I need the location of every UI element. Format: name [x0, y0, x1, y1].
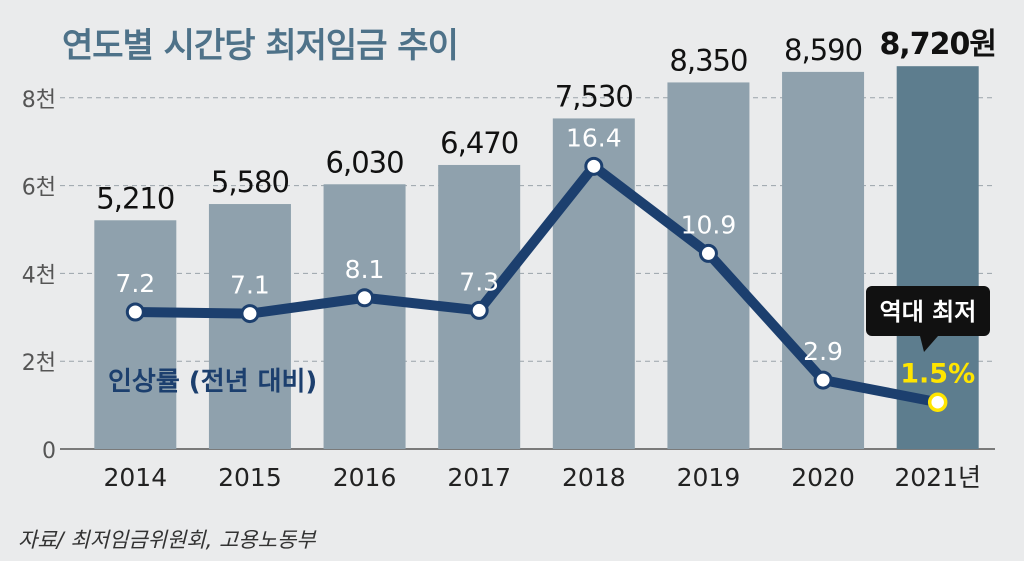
rate-point — [355, 288, 375, 308]
rate-point — [240, 304, 260, 324]
y-tick-label: 0 — [42, 439, 56, 464]
rate-value-label: 2.9 — [803, 337, 843, 366]
rate-value-label: 8.1 — [345, 255, 385, 284]
rate-point — [584, 156, 604, 176]
y-tick-label: 8천 — [22, 88, 56, 113]
bar — [323, 184, 406, 449]
chart-title: 연도별 시간당 최저임금 추이 — [62, 26, 459, 66]
rate-point — [813, 370, 833, 390]
rate-value-label: 7.3 — [459, 267, 499, 296]
x-tick-label: 2014 — [104, 463, 168, 492]
bar — [94, 220, 177, 449]
rate-point — [469, 300, 489, 320]
bar-value-label: 8,720원 — [879, 27, 996, 62]
x-tick-label: 2016 — [333, 463, 397, 492]
bar-value-label: 7,530 — [555, 79, 633, 113]
rate-point — [698, 243, 718, 263]
bar-value-label: 6,030 — [326, 145, 404, 179]
x-tick-label: 2020 — [791, 463, 855, 492]
rate-value-label: 1.5% — [900, 358, 975, 389]
y-tick-label: 6천 — [22, 176, 56, 201]
rate-line — [130, 161, 943, 408]
x-tick-label: 2021년 — [894, 463, 981, 492]
x-tick-label: 2019 — [677, 463, 741, 492]
x-tick-label: 2018 — [562, 463, 626, 492]
rate-point — [125, 302, 145, 322]
callout-pointer — [920, 336, 938, 352]
rate-series-label: 인상률 (전년 대비) — [108, 367, 317, 397]
bar — [896, 66, 979, 449]
bar — [782, 71, 865, 450]
bar-value-label: 5,580 — [211, 165, 289, 199]
bar-value-label: 6,470 — [440, 126, 518, 160]
y-tick-label: 4천 — [22, 263, 56, 288]
rate-value-label: 7.1 — [230, 271, 270, 300]
rate-value-label: 7.2 — [115, 269, 155, 298]
x-tick-label: 2015 — [218, 463, 282, 492]
rate-value-label: 16.4 — [566, 123, 622, 152]
bar — [667, 82, 750, 449]
bar-value-label: 8,350 — [669, 43, 747, 77]
bar-value-label: 5,210 — [96, 181, 174, 215]
rate-value-label: 10.9 — [681, 210, 737, 239]
bar — [208, 204, 291, 449]
bar-value-label: 8,590 — [784, 33, 862, 67]
x-tick-label: 2017 — [447, 463, 511, 492]
y-tick-label: 2천 — [22, 351, 56, 376]
rate-point — [927, 392, 948, 412]
callout-box — [866, 286, 990, 336]
source-note: 자료/ 최저임금위원회, 고용노동부 — [18, 528, 316, 552]
callout-label: 역대 최저 — [880, 298, 977, 326]
